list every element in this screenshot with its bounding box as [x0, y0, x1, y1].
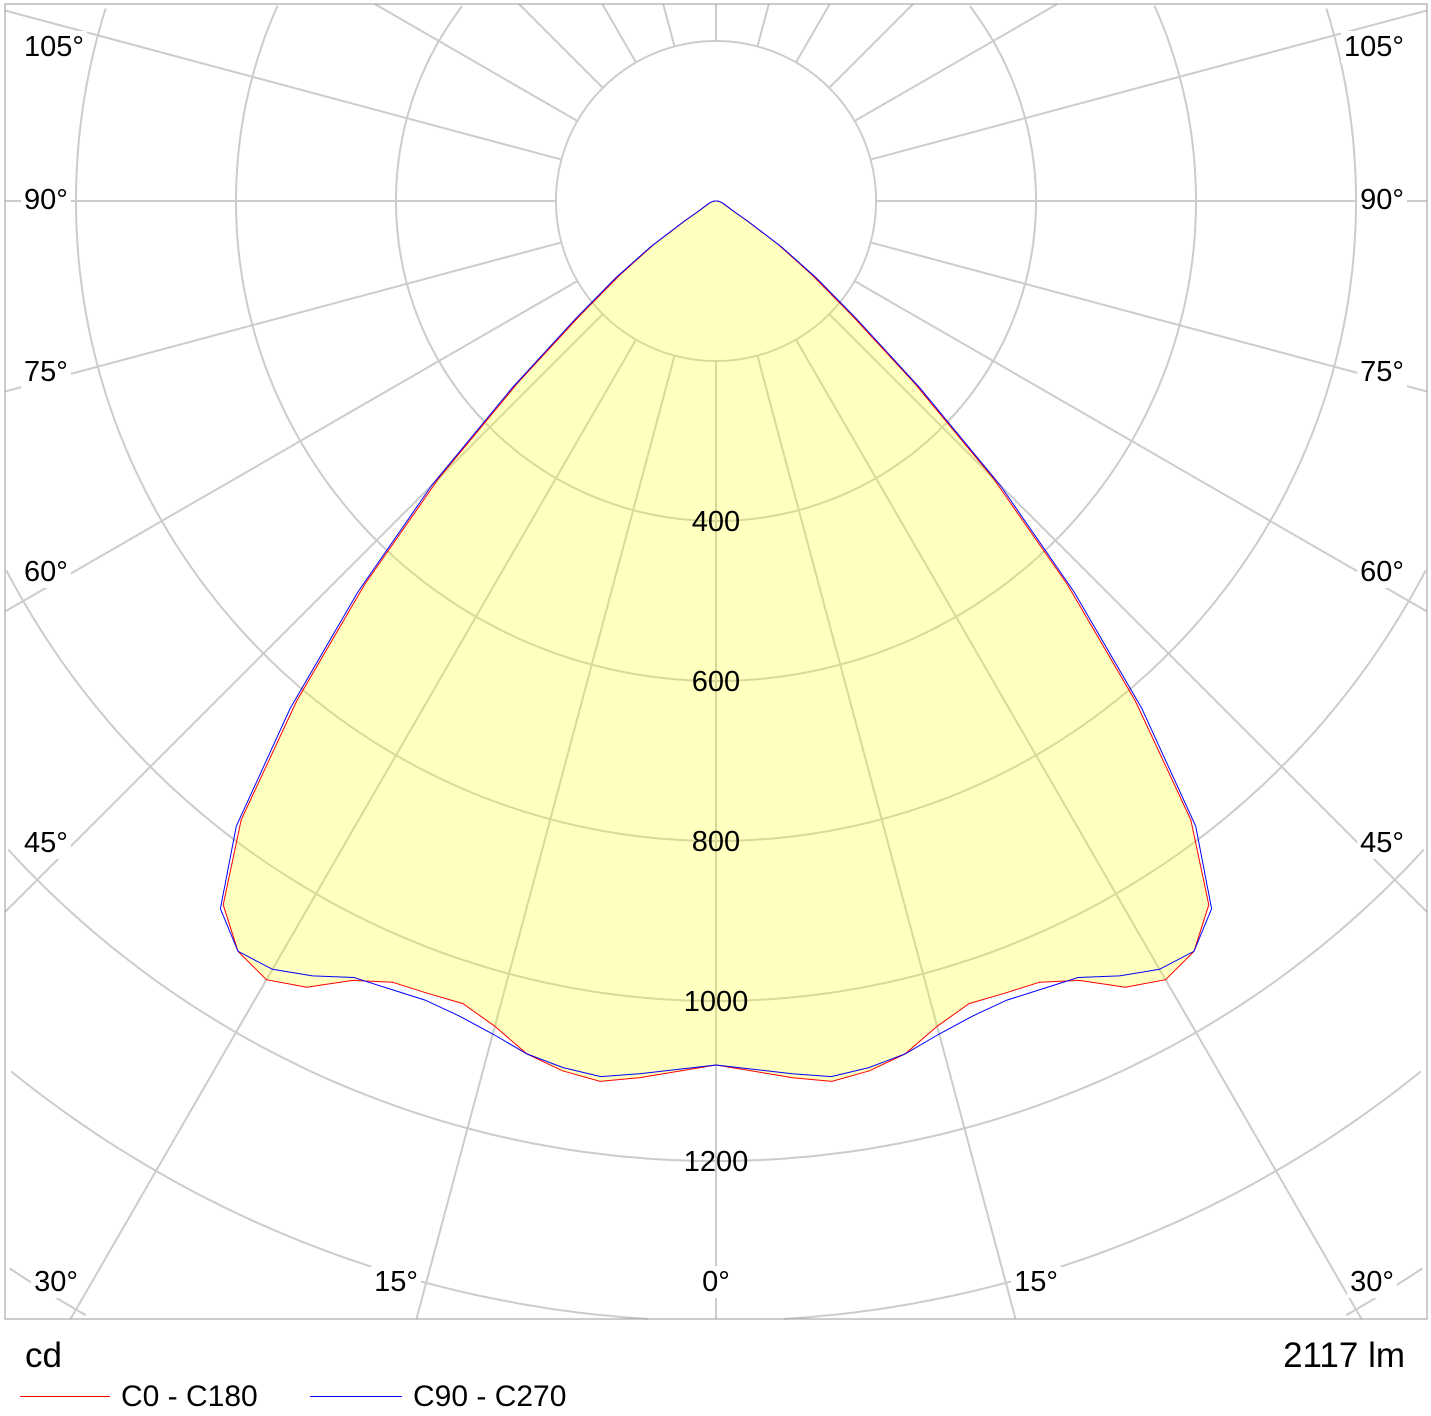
grid-spoke	[828, 3, 914, 89]
legend-label-c0-c180: C0 - C180	[121, 1380, 258, 1413]
plot-border	[4, 3, 1428, 1320]
grid-spoke	[870, 241, 1428, 393]
grid-spoke	[756, 3, 770, 47]
angle-tick-label: 60°	[24, 556, 68, 588]
grid-spoke	[795, 339, 1363, 1320]
grid-circle	[7, 848, 1425, 1162]
luminous-flux-label: 2117 lm	[1283, 1336, 1405, 1375]
label-background	[1357, 356, 1407, 388]
grid-spoke	[4, 241, 562, 393]
radial-tick-label: 400	[692, 506, 740, 538]
grid-spoke	[374, 3, 578, 122]
angle-tick-label: 75°	[24, 356, 68, 388]
angle-tick-label: 60°	[1360, 556, 1404, 588]
grid-spoke	[4, 9, 562, 161]
grid-spoke	[4, 313, 604, 913]
angle-tick-label: 105°	[24, 31, 84, 63]
series-line-1	[219, 200, 1213, 1078]
unit-label: cd	[25, 1336, 62, 1375]
label-background	[1357, 827, 1407, 859]
intensity-fill	[223, 201, 1209, 1082]
grid-spoke	[756, 355, 1017, 1320]
legend-swatch-c90-c270	[310, 1396, 402, 1397]
angle-tick-label: 45°	[24, 827, 68, 859]
legend-swatch-c0-c180	[20, 1396, 110, 1397]
grid-spoke	[518, 3, 604, 89]
angle-tick-label: 0°	[702, 1266, 730, 1298]
angle-tick-label: 45°	[1360, 827, 1404, 859]
grid-circle	[75, 8, 1357, 842]
grid-spoke	[854, 280, 1428, 613]
grid-spoke	[69, 339, 637, 1320]
radial-tick-label: 600	[692, 666, 740, 698]
grid-spoke	[795, 3, 831, 63]
grid-spoke	[601, 3, 637, 63]
label-background	[371, 1266, 421, 1298]
intensity-curves	[219, 200, 1213, 1082]
series-line-0	[222, 200, 1210, 1082]
label-background	[1357, 556, 1407, 588]
grid-circle	[5, 569, 1427, 1002]
grid-circle	[10, 1070, 1422, 1320]
angle-tick-label: 30°	[34, 1266, 78, 1298]
axis-labels: 400 600 800 1000 1200 30° 15° 0° 15° 30° 45° 45° 60°…	[21, 31, 1407, 1298]
angle-tick-label: 75°	[1360, 356, 1404, 388]
label-background	[1357, 184, 1407, 216]
angle-tick-label: 30°	[1350, 1266, 1394, 1298]
radial-tick-label: 800	[692, 826, 740, 858]
angle-tick-label: 90°	[24, 184, 68, 216]
label-background	[1341, 31, 1407, 63]
grid-circle	[555, 40, 877, 362]
angle-tick-label: 15°	[374, 1266, 418, 1298]
label-background	[699, 1266, 733, 1298]
angle-tick-label: 15°	[1014, 1266, 1058, 1298]
label-background	[31, 1266, 81, 1298]
grid-spoke	[854, 3, 1058, 122]
label-background	[1011, 1266, 1061, 1298]
legend-label-c90-c270: C90 - C270	[413, 1380, 567, 1413]
label-background	[21, 556, 71, 588]
grid-spoke	[828, 313, 1428, 913]
label-background	[21, 31, 87, 63]
radial-tick-label: 1200	[684, 1146, 749, 1178]
label-background	[1347, 1266, 1397, 1298]
label-background	[21, 184, 71, 216]
label-background	[21, 356, 71, 388]
angle-tick-label: 90°	[1360, 184, 1404, 216]
grid-circle	[395, 5, 1037, 522]
grid-spoke	[4, 280, 578, 613]
grid-circle	[235, 5, 1197, 682]
grid-spoke	[662, 3, 676, 47]
grid-spoke	[415, 355, 676, 1320]
label-background	[21, 827, 71, 859]
radial-tick-label: 1000	[684, 986, 749, 1018]
angle-tick-label: 105°	[1344, 31, 1404, 63]
